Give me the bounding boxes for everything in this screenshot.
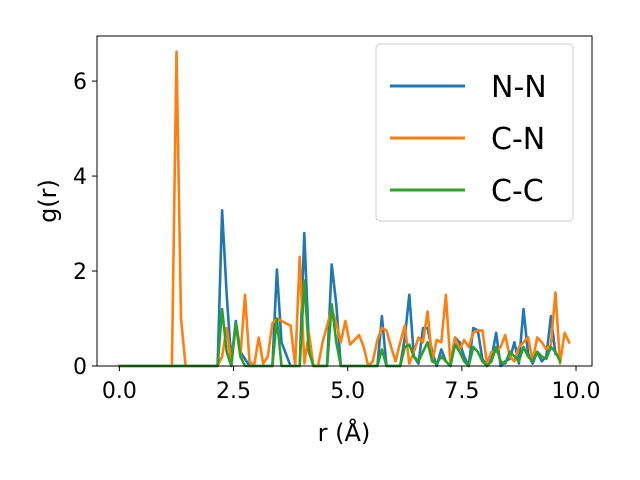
x-axis-ticks: 0.0 2.5 5.0 7.5 10.0	[102, 366, 601, 404]
y-axis-label: g(r)	[34, 179, 62, 223]
x-tick-label: 0.0	[102, 379, 137, 404]
y-tick-label: 6	[73, 70, 87, 95]
series-line-c-c	[118, 279, 562, 368]
x-tick-label: 10.0	[552, 379, 601, 404]
y-axis-ticks: 0 2 4 6	[73, 70, 97, 380]
legend-label-c-n: C-N	[491, 122, 545, 157]
y-tick-label: 2	[73, 260, 87, 285]
legend-label-c-c: C-C	[491, 174, 544, 209]
legend-label-n-n: N-N	[491, 70, 547, 105]
x-axis-label: r (Å)	[318, 418, 371, 447]
x-tick-label: 7.5	[444, 379, 479, 404]
legend: N-N C-N C-C	[375, 43, 574, 222]
y-tick-label: 0	[73, 355, 87, 380]
y-tick-label: 4	[73, 165, 87, 190]
x-tick-label: 5.0	[330, 379, 365, 404]
axes-frame	[96, 35, 593, 367]
legend-box	[375, 43, 574, 222]
x-tick-label: 2.5	[216, 379, 251, 404]
